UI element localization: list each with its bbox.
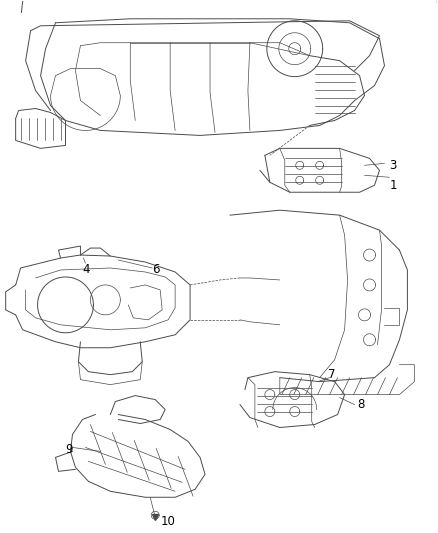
Text: 7: 7	[328, 368, 335, 381]
Text: 8: 8	[357, 398, 365, 411]
Text: 10: 10	[160, 515, 175, 528]
Text: 4: 4	[82, 263, 90, 277]
Text: 6: 6	[152, 263, 160, 277]
Text: 3: 3	[389, 159, 397, 172]
Text: 9: 9	[66, 443, 73, 456]
Text: 1: 1	[389, 179, 397, 192]
